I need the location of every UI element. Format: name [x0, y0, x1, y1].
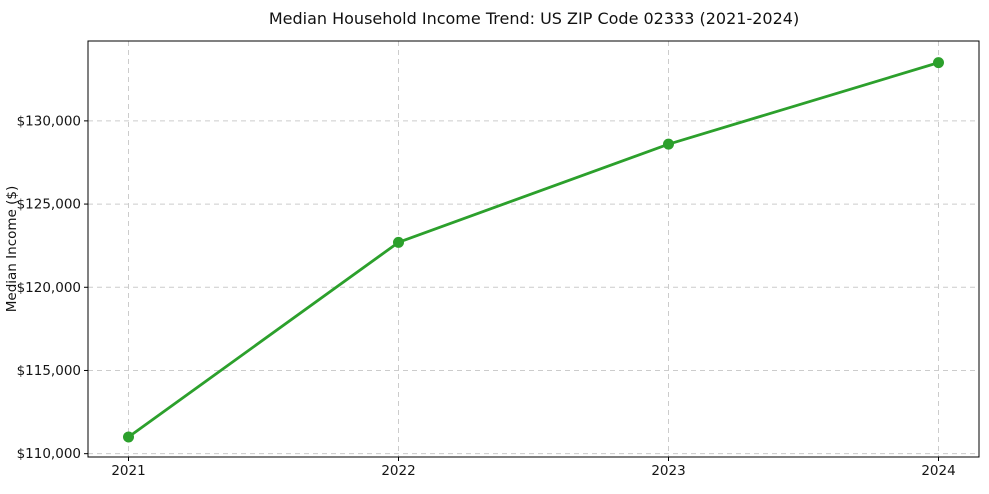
- x-tick-label: 2021: [111, 463, 145, 479]
- trend-line: [127, 61, 939, 439]
- data-point-2024: [933, 57, 944, 69]
- x-tick-label: 2024: [921, 463, 955, 479]
- y-axis-label: Median Income ($): [4, 185, 20, 313]
- axis-frame: [87, 40, 980, 458]
- y-tick-label: $120,000: [17, 280, 81, 296]
- chart-title: Median Household Income Trend: US ZIP Co…: [268, 9, 800, 28]
- y-tick-label: $130,000: [17, 113, 81, 129]
- data-point-2021: [123, 431, 134, 443]
- data-point-2023: [663, 138, 674, 150]
- y-tick-label: $115,000: [17, 363, 81, 379]
- y-tick-label: $125,000: [17, 197, 81, 213]
- x-tick-label: 2023: [651, 463, 685, 479]
- x-tick-label: 2022: [381, 463, 415, 479]
- data-point-2022: [393, 236, 404, 248]
- y-tick-label: $110,000: [17, 446, 81, 462]
